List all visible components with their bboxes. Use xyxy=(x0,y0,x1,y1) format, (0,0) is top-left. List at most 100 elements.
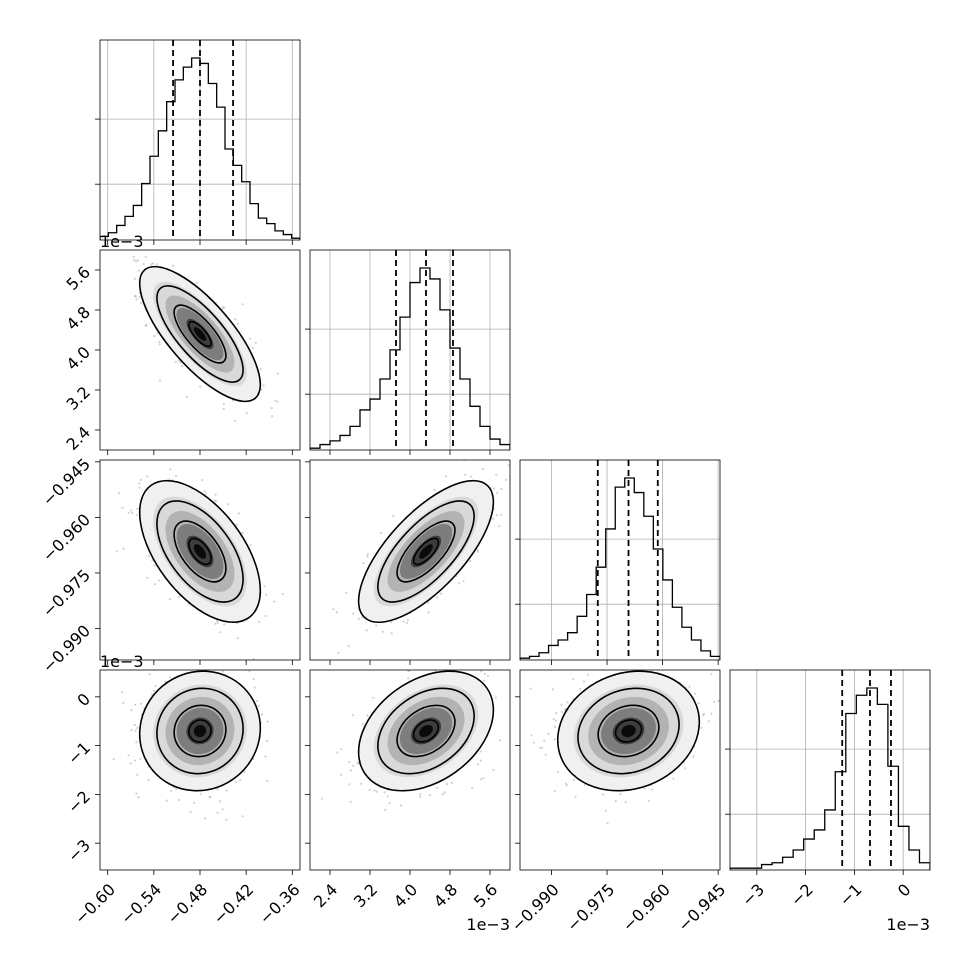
sample-point xyxy=(499,739,501,741)
sample-point xyxy=(482,777,484,779)
histogram-panel-0 xyxy=(95,40,300,245)
sample-point xyxy=(223,623,225,625)
sample-point xyxy=(116,550,118,552)
sample-point xyxy=(223,408,225,410)
density-panel-2-0 xyxy=(95,460,300,665)
sample-point xyxy=(480,760,482,762)
sample-point xyxy=(271,407,273,409)
sample-point xyxy=(113,758,115,760)
sample-point xyxy=(579,688,581,690)
sample-point xyxy=(547,733,549,735)
sample-point xyxy=(237,637,239,639)
sample-point xyxy=(477,550,479,552)
sample-point xyxy=(201,479,203,481)
sample-point xyxy=(445,664,447,666)
sample-point xyxy=(172,265,174,267)
sample-point xyxy=(447,661,449,663)
sample-point xyxy=(262,384,264,386)
sample-point xyxy=(215,493,217,495)
sample-point xyxy=(440,593,442,595)
sample-point xyxy=(153,690,155,692)
sample-point xyxy=(372,697,374,699)
sample-point xyxy=(134,278,136,280)
density-content xyxy=(332,426,531,654)
sample-point xyxy=(384,791,386,793)
sample-point xyxy=(134,724,136,726)
sample-point xyxy=(130,762,132,764)
sample-point xyxy=(148,673,150,675)
sample-point xyxy=(196,282,198,284)
sample-point xyxy=(190,811,192,813)
sample-point xyxy=(166,800,168,802)
sample-point xyxy=(191,662,193,664)
sample-point xyxy=(336,611,338,613)
sample-point xyxy=(147,779,149,781)
sample-point xyxy=(684,767,686,769)
sample-point xyxy=(651,666,653,668)
density-panel-2-1 xyxy=(305,426,532,665)
sample-point xyxy=(175,475,177,477)
sample-point xyxy=(446,783,448,785)
sample-point xyxy=(122,702,124,704)
sample-point xyxy=(130,509,132,511)
histogram-panel-1 xyxy=(305,250,510,455)
sample-point xyxy=(482,468,484,470)
sample-point xyxy=(470,475,472,477)
sample-point xyxy=(530,426,532,428)
sample-point xyxy=(471,787,473,789)
sample-point xyxy=(234,318,236,320)
sample-point xyxy=(265,594,267,596)
sample-point xyxy=(134,760,136,762)
sample-point xyxy=(464,474,466,476)
sample-point xyxy=(367,553,369,555)
sample-point xyxy=(352,714,354,716)
sample-point xyxy=(500,514,502,516)
histogram-panel-2 xyxy=(515,460,720,665)
sample-point xyxy=(462,580,464,582)
sample-point xyxy=(458,582,460,584)
sample-point xyxy=(557,771,559,773)
sample-point xyxy=(118,492,120,494)
sample-point xyxy=(480,670,482,672)
sample-point xyxy=(234,420,236,422)
sample-point xyxy=(121,691,123,693)
density-panel-3-0 xyxy=(95,647,300,875)
sample-point xyxy=(140,479,142,481)
sample-point xyxy=(154,565,156,567)
sample-point xyxy=(238,512,240,514)
sample-point xyxy=(169,468,171,470)
sample-point xyxy=(483,680,485,682)
sample-point xyxy=(552,688,554,690)
sample-point xyxy=(136,514,138,516)
sample-point xyxy=(131,512,133,514)
sample-point xyxy=(95,236,97,238)
sample-point xyxy=(138,270,140,272)
sample-point xyxy=(348,783,350,785)
sample-point xyxy=(137,796,139,798)
sample-point xyxy=(235,781,237,783)
sample-point xyxy=(615,800,617,802)
sample-point xyxy=(186,396,188,398)
sample-point xyxy=(362,723,364,725)
sample-point xyxy=(388,802,390,804)
sample-point xyxy=(148,555,150,557)
sample-point xyxy=(337,652,339,654)
sample-point xyxy=(436,787,438,789)
sample-point xyxy=(219,800,221,802)
sample-point xyxy=(495,697,497,699)
sample-point xyxy=(237,323,239,325)
sample-point xyxy=(694,693,696,695)
sample-point xyxy=(216,812,218,814)
sample-point xyxy=(266,780,268,782)
sample-point xyxy=(358,618,360,620)
sample-point xyxy=(266,740,268,742)
sample-point xyxy=(136,298,138,300)
sample-point xyxy=(373,789,375,791)
sample-point xyxy=(391,632,393,634)
sample-point xyxy=(352,765,354,767)
sample-point xyxy=(132,256,134,258)
sample-point xyxy=(336,751,338,753)
density-content xyxy=(113,647,285,821)
sample-point xyxy=(226,790,228,792)
sample-point xyxy=(138,487,140,489)
